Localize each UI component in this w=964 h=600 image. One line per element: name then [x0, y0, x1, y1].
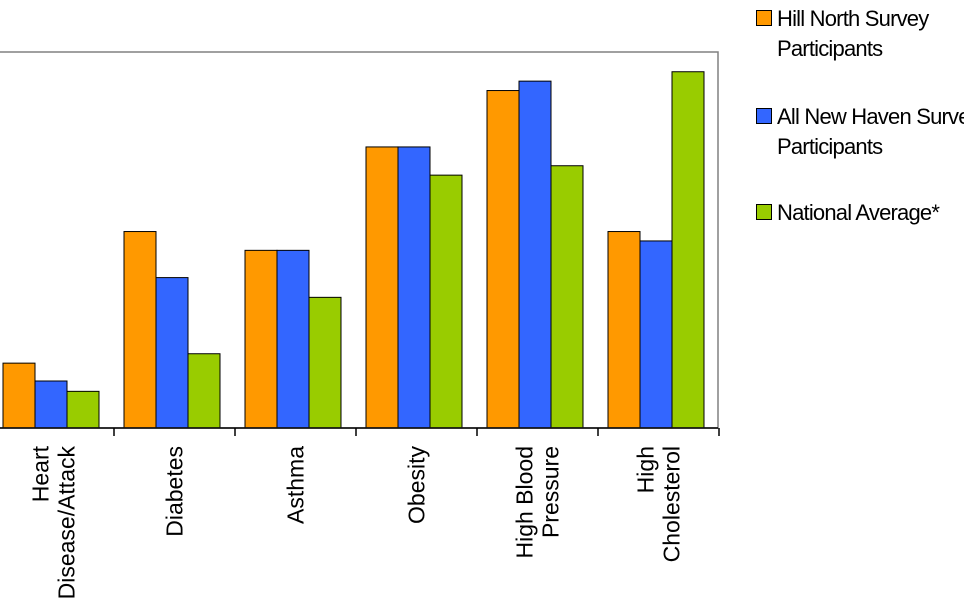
bar-s2-c2 [308, 296, 342, 429]
legend-swatch [756, 204, 772, 220]
bar-s2-c4 [550, 165, 584, 429]
category-tick-labels: HeartDisease/Attack Diabetes Asthma Obesity… [28, 445, 685, 599]
x-tick-label: High BloodPressure [512, 446, 564, 559]
x-tick-label: HighCholesterol [633, 446, 685, 562]
legend-label: National Average* [777, 200, 940, 225]
x-tick-label: Diabetes [162, 446, 188, 537]
bar-s1-c5 [639, 240, 673, 429]
bar-s1-c3 [397, 146, 431, 429]
legend-item: Hill North Survey Participants [756, 4, 964, 64]
bar-s2-c1 [187, 353, 221, 429]
legend-item: All New Haven Survey Participants [756, 102, 964, 162]
legend-item: National Average* [756, 198, 964, 228]
bar-s1-c2 [276, 249, 310, 429]
legend-swatch [756, 10, 772, 26]
x-tick-label: HeartDisease/Attack [28, 445, 80, 599]
legend-label: All New Haven Survey Participants [777, 104, 964, 159]
bar-s0-c0 [2, 362, 36, 429]
bars-layer [2, 71, 705, 429]
x-tick-label: Asthma [283, 446, 309, 524]
bar-s0-c2 [244, 249, 278, 429]
bar-s0-c5 [607, 231, 641, 429]
bar-s2-c5 [671, 71, 705, 429]
bar-s0-c3 [365, 146, 399, 429]
bar-s1-c1 [155, 277, 189, 429]
axes-layer [0, 51, 720, 436]
legend-label: Hill North Survey Participants [777, 6, 929, 61]
bar-s0-c1 [123, 231, 157, 429]
bar-s1-c0 [34, 380, 68, 429]
bar-s1-c4 [518, 80, 552, 429]
bar-s2-c3 [429, 174, 463, 429]
bar-s2-c0 [66, 390, 100, 429]
legend-swatch [756, 108, 772, 124]
x-tick-label: Obesity [404, 446, 430, 524]
bar-s0-c4 [486, 90, 520, 429]
